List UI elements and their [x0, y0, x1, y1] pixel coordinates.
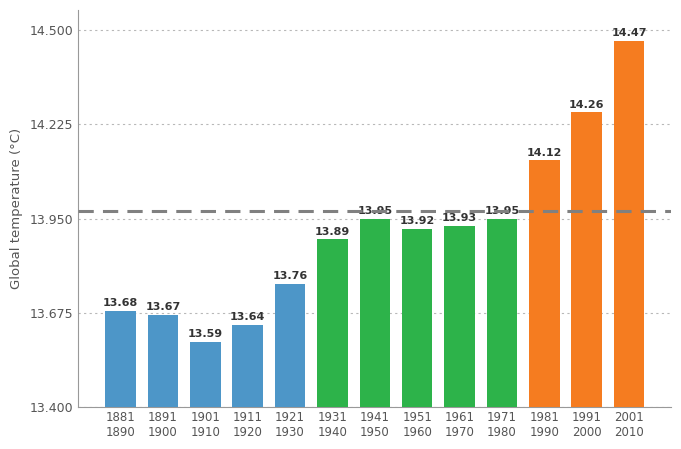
Bar	[402, 229, 432, 407]
Text: 14.12: 14.12	[526, 148, 562, 158]
Bar	[317, 239, 348, 407]
Text: 13.92: 13.92	[400, 216, 434, 226]
Bar	[190, 342, 221, 407]
Text: 13.95: 13.95	[484, 206, 520, 216]
Bar	[529, 160, 560, 407]
Text: 13.67: 13.67	[145, 302, 180, 312]
Text: 14.47: 14.47	[612, 28, 647, 38]
Text: 14.26: 14.26	[569, 100, 605, 110]
Text: 13.68: 13.68	[103, 299, 138, 308]
Text: 13.93: 13.93	[442, 213, 477, 223]
Bar	[148, 315, 178, 407]
Text: 13.64: 13.64	[230, 312, 266, 322]
Bar	[571, 113, 602, 407]
Text: 13.95: 13.95	[358, 206, 392, 216]
Text: 13.76: 13.76	[272, 271, 308, 281]
Text: 13.59: 13.59	[188, 329, 223, 339]
Bar	[360, 219, 390, 407]
Bar	[232, 325, 263, 407]
Bar	[106, 311, 136, 407]
Y-axis label: Global temperature (°C): Global temperature (°C)	[10, 128, 22, 289]
Bar	[487, 219, 517, 407]
Bar	[614, 40, 644, 407]
Bar	[274, 284, 305, 407]
Text: 13.89: 13.89	[315, 226, 350, 237]
Bar	[444, 225, 475, 407]
